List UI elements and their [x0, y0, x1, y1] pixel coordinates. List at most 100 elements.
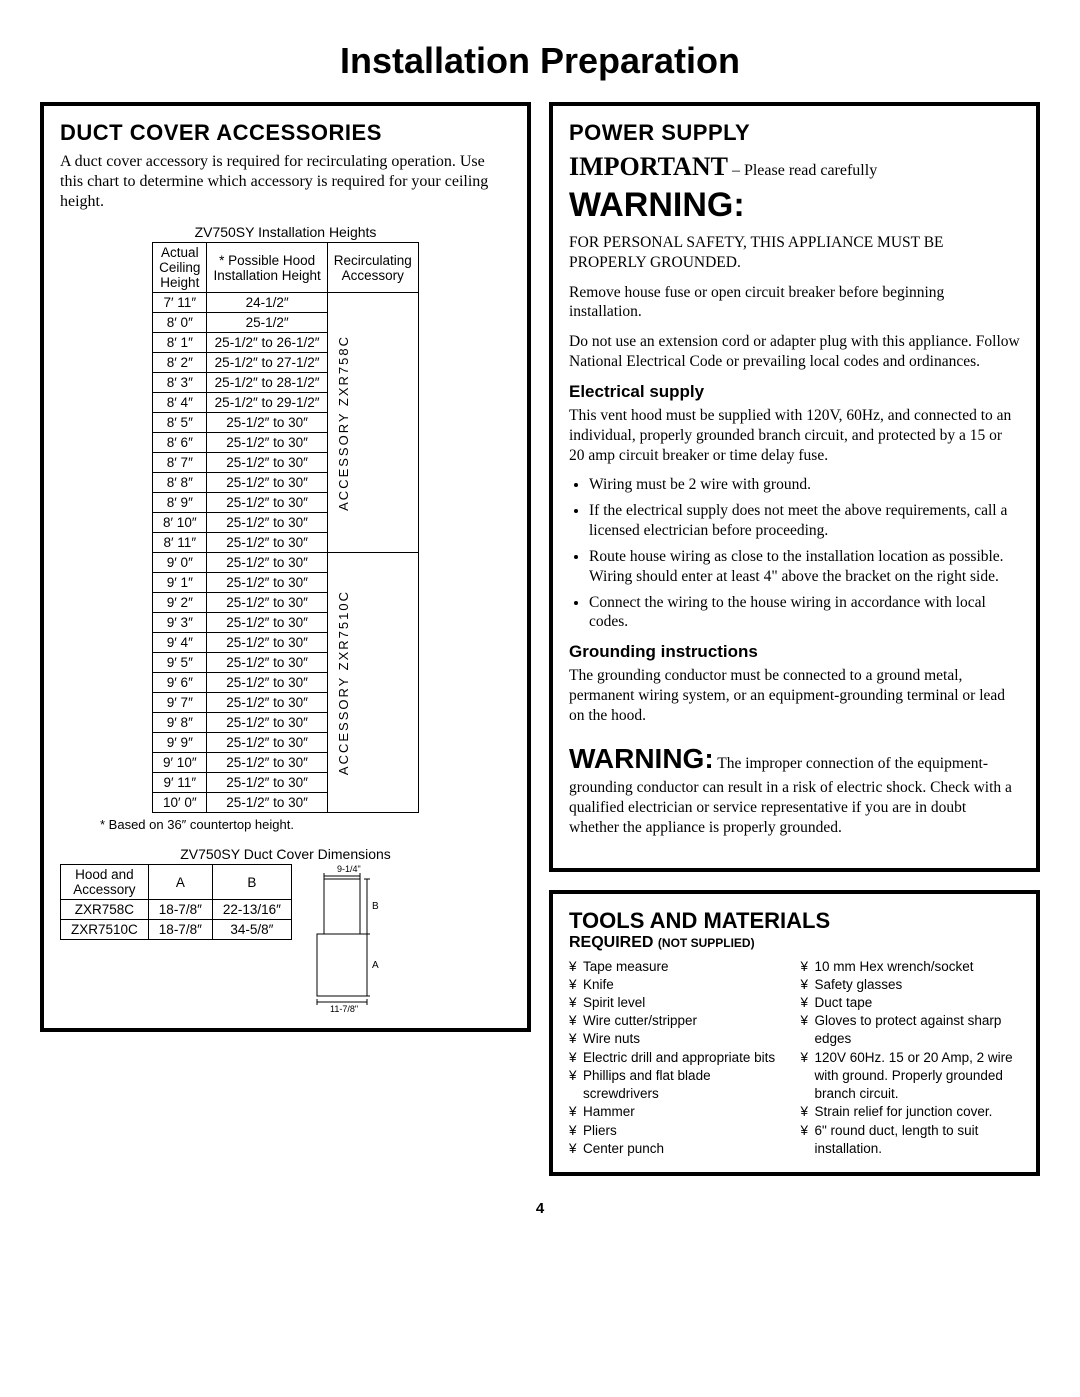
- cell-height: 8′ 3″: [153, 373, 207, 393]
- tool-item: ¥Tape measure: [569, 958, 789, 976]
- cell-value: 25-1/2″ to 30″: [207, 493, 327, 513]
- cell-height: 8′ 2″: [153, 353, 207, 373]
- duct-cover-panel: DUCT COVER ACCESSORIES A duct cover acce…: [40, 102, 531, 1032]
- cell-height: 8′ 6″: [153, 433, 207, 453]
- warning-heading: WARNING:: [569, 186, 1020, 225]
- cell-value: 25-1/2″ to 30″: [207, 573, 327, 593]
- svg-text:A: A: [372, 960, 379, 971]
- cell-value: 25-1/2″ to 30″: [207, 433, 327, 453]
- cell-height: 8′ 11″: [153, 533, 207, 553]
- cell-value: 25-1/2″ to 30″: [207, 613, 327, 633]
- cell: ZXR758C: [61, 900, 149, 920]
- cell-height: 8′ 7″: [153, 453, 207, 473]
- cell-value: 25-1/2″ to 30″: [207, 753, 327, 773]
- cell-value: 25-1/2″ to 30″: [207, 653, 327, 673]
- th-a: A: [148, 865, 212, 900]
- duct-diagram: 9-1/4" B A 11-7/8": [302, 864, 397, 1014]
- power-supply-heading: POWER SUPPLY: [569, 120, 1020, 146]
- cell-value: 25-1/2″ to 30″: [207, 413, 327, 433]
- cell-value: 25-1/2″ to 30″: [207, 733, 327, 753]
- th-ceiling: Actual Ceiling Height: [153, 243, 207, 293]
- cell-height: 9′ 0″: [153, 553, 207, 573]
- cell-height: 9′ 10″: [153, 753, 207, 773]
- th-hoodacc: Hood and Accessory: [61, 865, 149, 900]
- cell-value: 25-1/2″: [207, 313, 327, 333]
- cell-height: 9′ 9″: [153, 733, 207, 753]
- th-b: B: [212, 865, 291, 900]
- cell-height: 7′ 11″: [153, 293, 207, 313]
- cell-value: 25-1/2″ to 30″: [207, 473, 327, 493]
- tool-item: ¥Strain relief for junction cover.: [801, 1103, 1021, 1121]
- tools-right: ¥10 mm Hex wrench/socket¥Safety glasses¥…: [801, 958, 1021, 1158]
- tool-item: ¥Electric drill and appropriate bits: [569, 1049, 789, 1067]
- cell-height: 9′ 6″: [153, 673, 207, 693]
- tool-item: ¥Duct tape: [801, 994, 1021, 1012]
- table-row: ZXR7510C18-7/8″34-5/8″: [61, 920, 292, 940]
- cell-height: 9′ 7″: [153, 693, 207, 713]
- p-cord: Do not use an extension cord or adapter …: [569, 332, 1020, 372]
- list-item: Wiring must be 2 wire with ground.: [589, 475, 1020, 495]
- page-number: 4: [40, 1200, 1040, 1217]
- p-fuse: Remove house fuse or open circuit breake…: [569, 283, 1020, 323]
- svg-text:11-7/8": 11-7/8": [330, 1004, 358, 1014]
- cell-value: 25-1/2″ to 30″: [207, 553, 327, 573]
- th-accessory: Recirculating Accessory: [327, 243, 418, 293]
- tool-item: ¥Safety glasses: [801, 976, 1021, 994]
- list-item: Route house wiring as close to the insta…: [589, 547, 1020, 587]
- tool-item: ¥Spirit level: [569, 994, 789, 1012]
- tool-item: ¥Pliers: [569, 1122, 789, 1140]
- required-line: REQUIRED (NOT SUPPLIED): [569, 934, 1020, 952]
- electrical-supply-p: This vent hood must be supplied with 120…: [569, 406, 1020, 465]
- cell-value: 25-1/2″ to 30″: [207, 593, 327, 613]
- tool-item: ¥Wire nuts: [569, 1030, 789, 1048]
- right-column: POWER SUPPLY IMPORTANT – Please read car…: [549, 102, 1040, 1194]
- cell-value: 25-1/2″ to 28-1/2″: [207, 373, 327, 393]
- cell-value: 25-1/2″ to 30″: [207, 633, 327, 653]
- table-row: ZXR758C18-7/8″22-13/16″: [61, 900, 292, 920]
- electrical-bullets: Wiring must be 2 wire with ground.If the…: [569, 475, 1020, 632]
- cell-height: 8′ 1″: [153, 333, 207, 353]
- cell: 18-7/8″: [148, 920, 212, 940]
- heights-caption: ZV750SY Installation Heights: [60, 224, 511, 240]
- grounding-p: The grounding conductor must be connecte…: [569, 666, 1020, 725]
- cell-value: 25-1/2″ to 29-1/2″: [207, 393, 327, 413]
- tools-panel: TOOLS AND MATERIALS REQUIRED (NOT SUPPLI…: [549, 890, 1040, 1176]
- cell-height: 9′ 8″: [153, 713, 207, 733]
- cell-value: 25-1/2″ to 30″: [207, 773, 327, 793]
- heights-footnote: * Based on 36″ countertop height.: [100, 817, 511, 832]
- cell-height: 9′ 4″: [153, 633, 207, 653]
- cell: 22-13/16″: [212, 900, 291, 920]
- cell-value: 25-1/2″ to 30″: [207, 673, 327, 693]
- cell: 34-5/8″: [212, 920, 291, 940]
- tools-left: ¥Tape measure¥Knife¥Spirit level¥Wire cu…: [569, 958, 789, 1158]
- safety-caps: FOR PERSONAL SAFETY, THIS APPLIANCE MUST…: [569, 233, 1020, 273]
- tool-item: ¥Center punch: [569, 1140, 789, 1158]
- cell-value: 25-1/2″ to 27-1/2″: [207, 353, 327, 373]
- tools-columns: ¥Tape measure¥Knife¥Spirit level¥Wire cu…: [569, 958, 1020, 1158]
- dims-caption: ZV750SY Duct Cover Dimensions: [60, 846, 511, 862]
- table-row: 7′ 11″24-1/2″ACCESSORY ZXR758C: [153, 293, 419, 313]
- cell-height: 8′ 5″: [153, 413, 207, 433]
- page-title: Installation Preparation: [40, 40, 1040, 82]
- duct-cover-intro: A duct cover accessory is required for r…: [60, 152, 511, 212]
- tool-item: ¥Gloves to protect against sharp edges: [801, 1012, 1021, 1048]
- important-line: IMPORTANT – Please read carefully: [569, 152, 1020, 182]
- tool-item: ¥Knife: [569, 976, 789, 994]
- cell-height: 9′ 2″: [153, 593, 207, 613]
- cell-height: 8′ 0″: [153, 313, 207, 333]
- cell-height: 9′ 1″: [153, 573, 207, 593]
- cell-value: 25-1/2″ to 30″: [207, 533, 327, 553]
- accessory-cell-2: ACCESSORY ZXR7510C: [327, 553, 418, 813]
- electrical-supply-head: Electrical supply: [569, 382, 1020, 402]
- cell: 18-7/8″: [148, 900, 212, 920]
- cell-height: 9′ 3″: [153, 613, 207, 633]
- tool-item: ¥6" round duct, length to suit installat…: [801, 1122, 1021, 1158]
- table-row: 9′ 0″25-1/2″ to 30″ACCESSORY ZXR7510C: [153, 553, 419, 573]
- tool-item: ¥120V 60Hz. 15 or 20 Amp, 2 wire with gr…: [801, 1049, 1021, 1104]
- cell-height: 8′ 8″: [153, 473, 207, 493]
- cell-value: 25-1/2″ to 30″: [207, 693, 327, 713]
- cell-height: 9′ 5″: [153, 653, 207, 673]
- svg-text:9-1/4": 9-1/4": [337, 864, 361, 874]
- tool-item: ¥10 mm Hex wrench/socket: [801, 958, 1021, 976]
- grounding-head: Grounding instructions: [569, 642, 1020, 662]
